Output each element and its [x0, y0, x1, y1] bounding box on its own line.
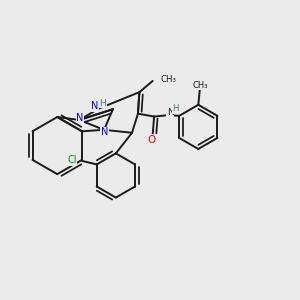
Text: N: N [76, 113, 84, 123]
Text: N: N [167, 108, 174, 117]
Text: CH₃: CH₃ [193, 81, 208, 90]
Text: H: H [172, 104, 178, 113]
Text: CH₃: CH₃ [160, 75, 176, 84]
Text: N: N [91, 101, 99, 111]
Text: O: O [148, 134, 156, 145]
Text: N: N [101, 127, 108, 137]
Text: Cl: Cl [67, 155, 77, 165]
Text: H: H [100, 99, 106, 108]
